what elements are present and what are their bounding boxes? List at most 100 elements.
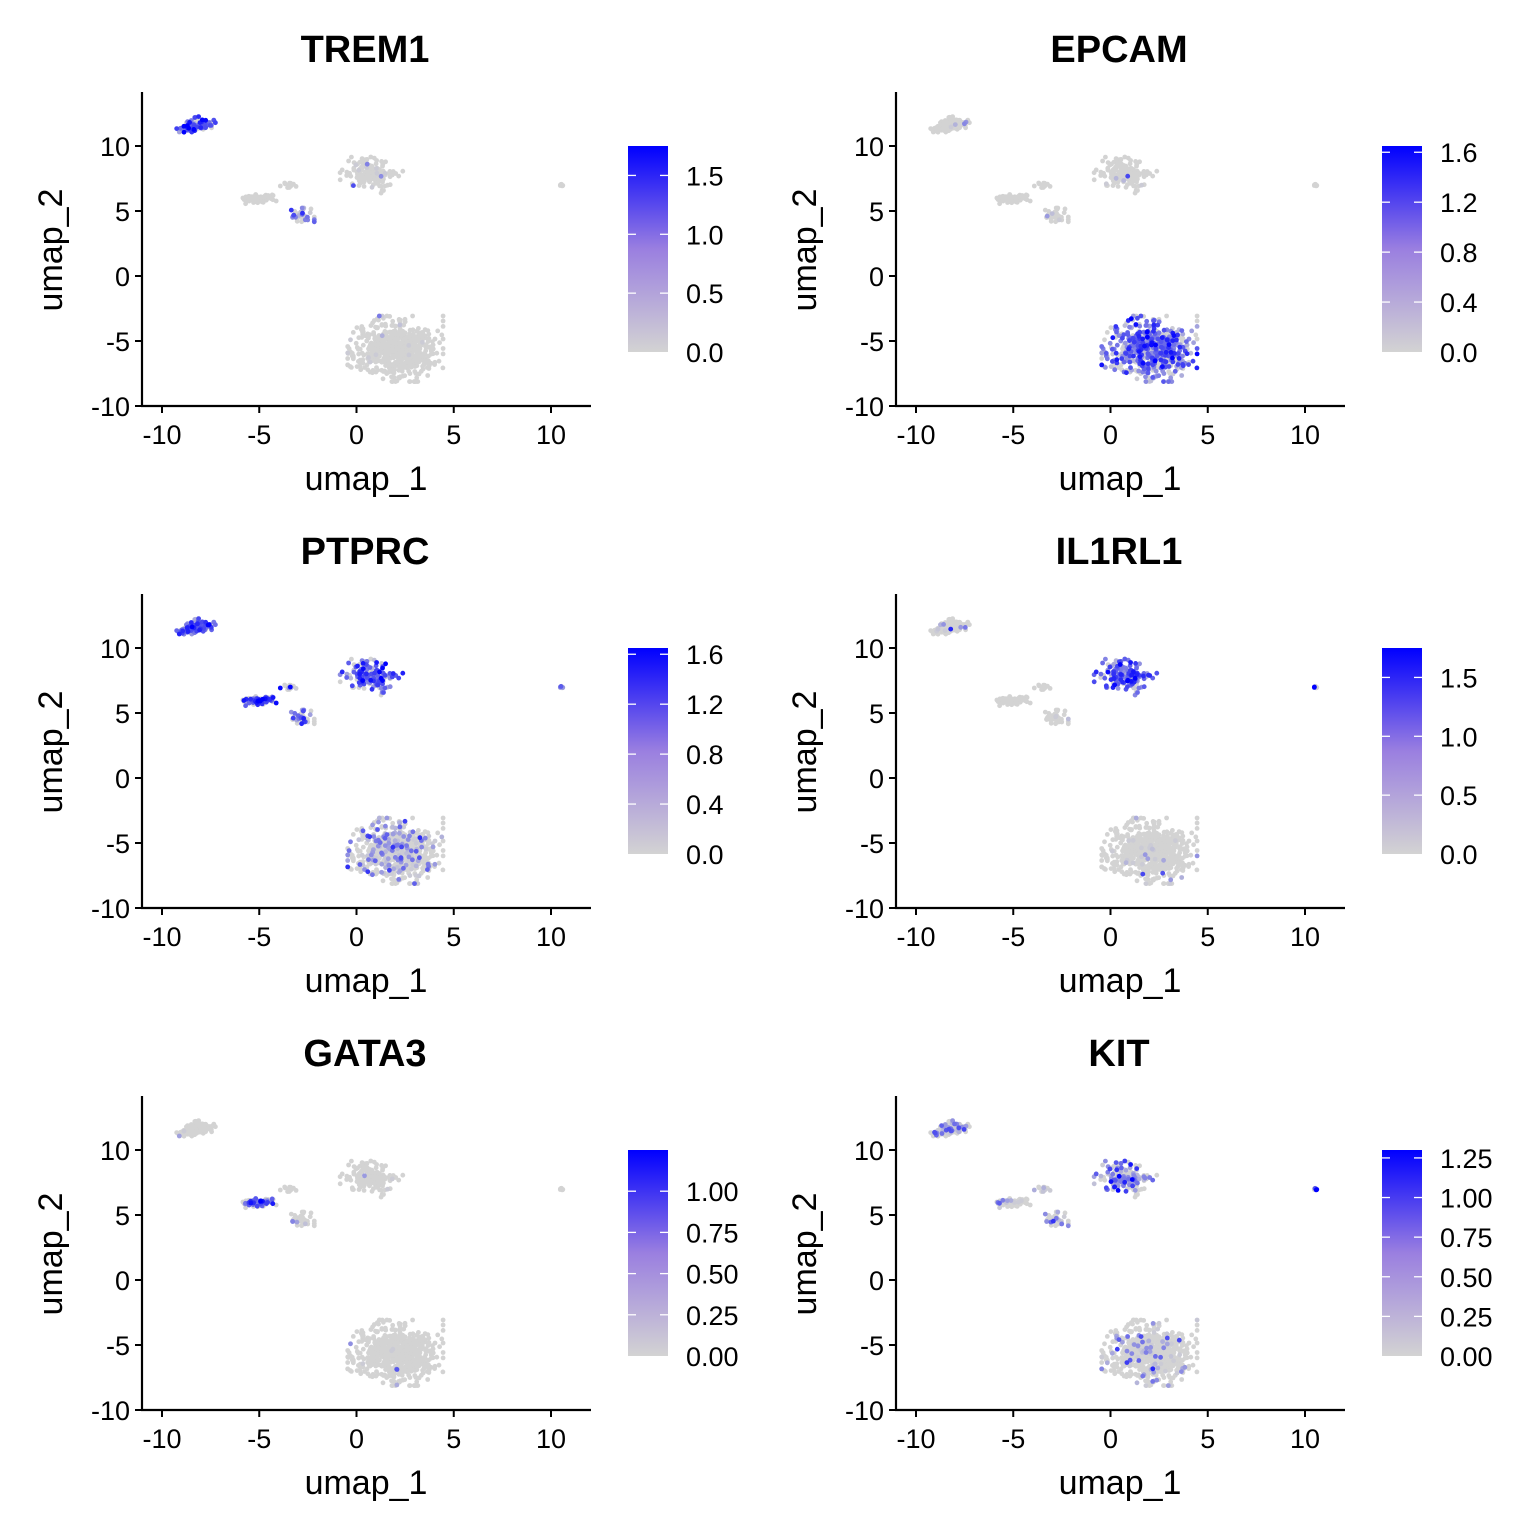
cell-point (440, 867, 446, 873)
cell-point (440, 318, 446, 324)
cell-point (1109, 172, 1114, 178)
cell-point (1165, 838, 1171, 844)
cell-point (243, 703, 249, 709)
cell-point (359, 1176, 365, 1182)
cell-point (1151, 318, 1156, 324)
cell-point (368, 677, 374, 683)
cell-point (1153, 346, 1159, 351)
cell-point (307, 712, 313, 718)
cell-point (410, 343, 415, 349)
x-tick-label: 10 (536, 922, 566, 952)
colorbar-label: 0.8 (686, 740, 724, 770)
cell-point (1139, 861, 1145, 867)
cell-point (396, 317, 402, 322)
cell-point (412, 881, 417, 886)
cell-point (370, 822, 375, 828)
cell-point (1139, 854, 1144, 860)
cell-point (1150, 375, 1156, 380)
cell-point (1091, 679, 1097, 685)
cell-point (440, 365, 446, 371)
cell-point (1109, 346, 1115, 352)
colorbar-label: 1.0 (686, 220, 724, 250)
cell-point (1141, 673, 1146, 679)
cell-point (940, 122, 946, 127)
cell-point (400, 670, 406, 676)
cell-point (346, 848, 352, 853)
cell-point (1180, 838, 1186, 843)
points-layer (928, 114, 1320, 384)
cell-point (1042, 709, 1048, 715)
cell-point (1056, 719, 1062, 725)
cell-point (1135, 860, 1140, 866)
cell-point (382, 183, 388, 189)
cell-point (389, 379, 395, 384)
cell-point (1120, 848, 1126, 854)
cell-point (357, 360, 363, 365)
cell-point (1174, 841, 1179, 847)
cell-point (288, 1184, 294, 1190)
cell-point (366, 848, 372, 854)
cell-point (1186, 362, 1191, 367)
cell-point (933, 125, 939, 131)
cell-point (353, 162, 359, 168)
cell-point (1171, 342, 1177, 347)
cell-point (213, 622, 218, 628)
cell-point (385, 856, 391, 862)
cell-point (440, 1355, 446, 1361)
cell-point (1166, 342, 1172, 348)
cell-point (348, 337, 353, 343)
cell-point (410, 313, 415, 319)
cell-point (1102, 675, 1108, 681)
cell-point (414, 375, 420, 381)
cell-point (1137, 354, 1143, 360)
cell-point (196, 616, 202, 621)
cell-point (412, 357, 418, 363)
cell-point (1099, 362, 1105, 368)
cell-point (393, 359, 398, 365)
cell-point (411, 336, 417, 342)
cell-point (1110, 359, 1115, 364)
cell-point (368, 852, 374, 858)
points-layer (174, 114, 566, 384)
cell-point (404, 334, 410, 340)
cell-point (440, 1350, 446, 1355)
cell-point (397, 322, 403, 328)
cell-point (174, 628, 180, 633)
cell-point (1123, 860, 1129, 866)
cell-point (417, 353, 422, 359)
cell-point (1053, 721, 1058, 727)
cell-point (417, 835, 423, 841)
x-tick-label: 0 (349, 922, 364, 952)
cell-point (351, 183, 356, 189)
cell-point (1149, 838, 1155, 844)
cell-point (953, 621, 958, 627)
cell-point (1151, 322, 1157, 328)
cell-point (207, 123, 213, 128)
x-axis-title: umap_1 (1059, 962, 1182, 1000)
cell-point (191, 126, 197, 132)
cell-point (962, 625, 968, 630)
colorbar-label: 1.6 (686, 640, 724, 670)
cell-point (1154, 670, 1160, 676)
cell-point (356, 335, 362, 341)
cell-point (425, 867, 430, 872)
cell-point (396, 375, 402, 380)
cell-point (393, 331, 398, 337)
cell-point (1098, 675, 1104, 680)
cell-point (378, 1194, 384, 1200)
cell-point (181, 129, 187, 135)
cell-point (1114, 357, 1120, 363)
cell-point (308, 1210, 314, 1216)
cell-point (365, 367, 371, 373)
cell-point (421, 853, 427, 858)
cell-point (1123, 351, 1129, 356)
cell-point (357, 862, 363, 867)
cell-point (1129, 856, 1134, 862)
y-tick-label: 10 (854, 634, 884, 664)
cell-point (376, 1183, 381, 1189)
cell-point (259, 199, 265, 205)
cell-point (1045, 714, 1051, 720)
cell-point (1179, 328, 1185, 333)
colorbar-gradient (1382, 648, 1422, 854)
feature-plot-epcam: EPCAM -10 -5 0 5 10 -10 -5 0 5 10 umap_1 umap_2 0.0 0.… (754, 0, 1522, 512)
